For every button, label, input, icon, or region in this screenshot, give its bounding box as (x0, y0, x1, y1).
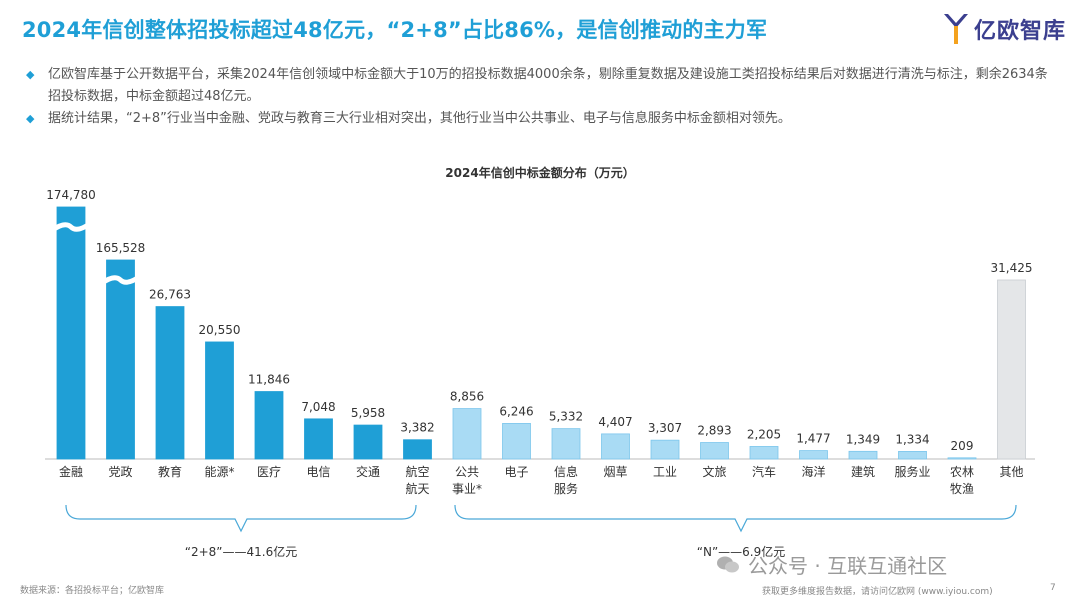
category-label: 农林 (950, 465, 974, 479)
category-label: 党政 (108, 464, 132, 479)
category-label: 文旅 (702, 464, 726, 479)
bar-电子 (502, 423, 531, 460)
page-title: 2024年信创整体招投标超过48亿元，“2+8”占比86%，是信创推动的主力军 (22, 18, 768, 42)
data-label: 3,307 (648, 421, 682, 435)
bullet-item: ◆ 据统计结果，“2+8”行业当中金融、党政与教育三大行业相对突出，其他行业当中… (26, 108, 1056, 130)
bar-教育 (155, 306, 185, 460)
brand-logo: 亿欧智库 (942, 12, 1066, 46)
category-label: 烟草 (603, 465, 627, 479)
category-label: 建筑 (851, 464, 875, 479)
category-label: 医疗 (257, 465, 281, 479)
wechat-icon (717, 556, 739, 572)
axis-break-mark (49, 220, 93, 234)
intro-bullets: ◆ 亿欧智库基于公开数据平台，采集2024年信创领域中标金额大于10万的招投标数… (26, 64, 1056, 130)
category-label: 汽车 (752, 464, 776, 479)
diamond-icon: ◆ (26, 112, 35, 125)
bar-公共事业* (452, 408, 482, 460)
data-source: 数据来源：各招投标平台；亿欧智库 (20, 586, 165, 596)
bracket-2plus8 (65, 504, 417, 533)
bar-信息服务 (551, 428, 581, 460)
bar-航空航天 (403, 439, 432, 460)
bar-医疗 (254, 391, 284, 460)
data-label: 2,893 (697, 424, 731, 438)
category-label: 事业* (452, 482, 482, 496)
category-label: 服务 (554, 481, 578, 496)
bar-建筑 (848, 450, 878, 460)
category-label: 航天 (405, 481, 429, 496)
bar-工业 (650, 439, 680, 460)
diamond-icon: ◆ (26, 68, 35, 81)
logo-text: 亿欧智库 (974, 19, 1067, 44)
page-number: 7 (1050, 583, 1056, 593)
group-label-N: “N”——6.9亿元 (697, 544, 786, 559)
data-label: 26,763 (149, 288, 191, 302)
watermark-text: 公众号 · 互联互通社区 (748, 554, 948, 578)
data-label: 1,477 (796, 432, 830, 446)
category-label: 海洋 (801, 464, 825, 479)
data-label: 8,856 (450, 390, 484, 404)
data-label: 3,382 (400, 421, 434, 435)
bullet-text: 亿欧智库基于公开数据平台，采集2024年信创领域中标金额大于10万的招投标数据4… (48, 67, 1048, 104)
bar-金融 (56, 206, 86, 460)
bar-文旅 (700, 442, 729, 460)
data-label: 31,425 (991, 261, 1033, 275)
bar-其他 (997, 279, 1026, 460)
data-label: 4,407 (598, 415, 632, 429)
bar-交通 (353, 424, 383, 460)
bracket-N (454, 504, 1017, 533)
category-label: 信息 (554, 464, 578, 479)
group-label-2plus8: “2+8”——41.6亿元 (185, 544, 297, 559)
data-label: 174,780 (46, 188, 96, 202)
data-label: 2,205 (747, 427, 781, 441)
data-label: 7,048 (301, 400, 335, 414)
category-label: 其他 (999, 465, 1023, 479)
data-label: 209 (951, 439, 974, 453)
category-label: 牧渔 (950, 482, 974, 496)
category-label: 服务业 (894, 464, 930, 479)
bullet-item: ◆ 亿欧智库基于公开数据平台，采集2024年信创领域中标金额大于10万的招投标数… (26, 64, 1056, 108)
bar-能源* (205, 341, 234, 460)
category-label: 电子 (504, 465, 528, 479)
watermark: 公众号 · 互联互通社区 (716, 550, 947, 579)
footer-note: 获取更多维度报告数据，请访问亿欧网 (www.iyiou.com) (762, 587, 993, 597)
bar-电信 (304, 418, 333, 460)
bar-党政 (106, 259, 135, 460)
bullet-text: 据统计结果，“2+8”行业当中金融、党政与教育三大行业相对突出，其他行业当中公共… (48, 111, 791, 126)
data-label: 6,246 (499, 404, 533, 418)
category-label: 金融 (59, 464, 83, 479)
category-label: 交通 (356, 464, 380, 479)
data-label: 20,550 (199, 323, 241, 337)
category-label: 航空 (405, 464, 429, 479)
data-label: 1,334 (895, 432, 929, 446)
bar-汽车 (749, 446, 779, 460)
logo-icon (944, 14, 968, 44)
data-label: 165,528 (96, 241, 146, 255)
data-label: 5,332 (549, 410, 583, 424)
category-label: 工业 (653, 465, 677, 479)
axis-break-mark (99, 273, 142, 287)
bar-农林牧渔 (947, 457, 977, 460)
data-label: 11,846 (248, 373, 290, 387)
data-label: 5,958 (351, 406, 385, 420)
bar-海洋 (799, 450, 828, 460)
bar-服务业 (898, 451, 927, 460)
data-label: 1,349 (846, 432, 880, 446)
category-label: 教育 (158, 464, 182, 479)
category-label: 公共 (455, 465, 479, 479)
chart-title: 2024年信创中标金额分布（万元） (445, 165, 634, 180)
category-label: 电信 (306, 465, 330, 479)
bar-烟草 (601, 433, 630, 460)
category-label: 能源* (204, 465, 234, 479)
